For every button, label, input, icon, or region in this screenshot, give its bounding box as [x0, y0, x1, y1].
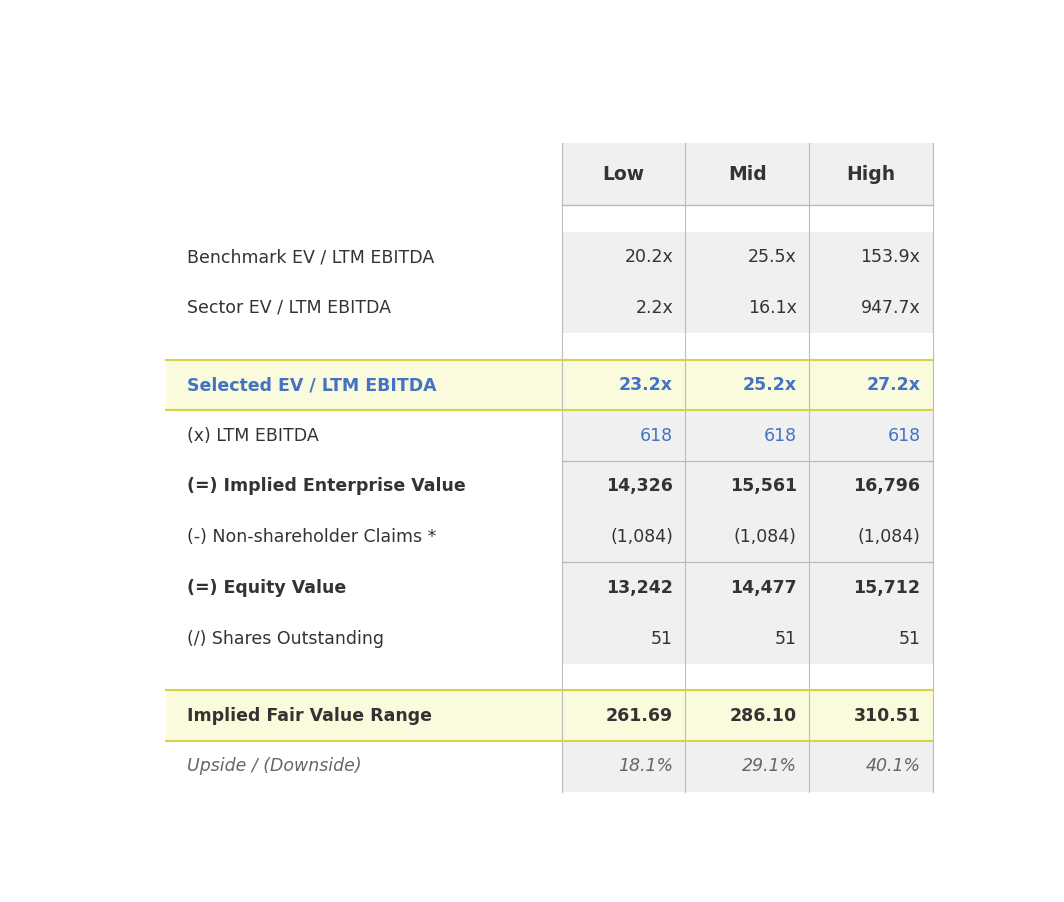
Bar: [166, 613, 562, 664]
Text: 25.5x: 25.5x: [748, 248, 797, 266]
Text: 261.69: 261.69: [606, 706, 674, 724]
Text: 29.1%: 29.1%: [742, 758, 797, 776]
Text: 618: 618: [764, 427, 797, 445]
Text: 14,326: 14,326: [606, 477, 674, 495]
Text: 14,477: 14,477: [730, 579, 797, 597]
Bar: [809, 563, 933, 613]
Text: 2.2x: 2.2x: [635, 299, 674, 317]
Text: (=) Implied Enterprise Value: (=) Implied Enterprise Value: [186, 477, 465, 495]
Bar: [562, 282, 685, 333]
Text: 16.1x: 16.1x: [748, 299, 797, 317]
Bar: [562, 613, 685, 664]
Text: 27.2x: 27.2x: [866, 376, 920, 394]
Bar: [166, 563, 562, 613]
Text: (=) Equity Value: (=) Equity Value: [186, 579, 346, 597]
Bar: [562, 461, 685, 511]
Bar: [166, 282, 562, 333]
Text: 18.1%: 18.1%: [618, 758, 674, 776]
Bar: [562, 232, 685, 282]
Bar: [166, 461, 562, 511]
Text: 20.2x: 20.2x: [625, 248, 674, 266]
Text: 286.10: 286.10: [730, 706, 797, 724]
Text: (-) Non-shareholder Claims *: (-) Non-shareholder Claims *: [186, 528, 436, 546]
Bar: [809, 741, 933, 792]
Text: 25.2x: 25.2x: [743, 376, 797, 394]
Text: Selected EV / LTM EBITDA: Selected EV / LTM EBITDA: [186, 376, 436, 394]
Text: High: High: [847, 165, 896, 184]
Text: 153.9x: 153.9x: [861, 248, 920, 266]
Text: Sector EV / LTM EBITDA: Sector EV / LTM EBITDA: [186, 299, 390, 317]
Bar: [166, 511, 562, 563]
Text: 947.7x: 947.7x: [861, 299, 920, 317]
Bar: [685, 741, 809, 792]
Text: (1,084): (1,084): [611, 528, 674, 546]
Bar: [809, 282, 933, 333]
Text: 51: 51: [651, 630, 674, 648]
Text: 618: 618: [639, 427, 674, 445]
Bar: [809, 143, 933, 206]
Bar: [685, 410, 809, 461]
Bar: [166, 360, 933, 410]
Text: Implied Fair Value Range: Implied Fair Value Range: [186, 706, 432, 724]
Text: 51: 51: [898, 630, 920, 648]
Bar: [562, 511, 685, 563]
Bar: [809, 232, 933, 282]
Bar: [166, 333, 933, 360]
Text: 16,796: 16,796: [853, 477, 920, 495]
Bar: [685, 511, 809, 563]
Text: (1,084): (1,084): [734, 528, 797, 546]
Bar: [685, 232, 809, 282]
Text: 310.51: 310.51: [853, 706, 920, 724]
Bar: [166, 690, 933, 741]
Text: (1,084): (1,084): [858, 528, 920, 546]
Bar: [166, 741, 562, 792]
Text: Low: Low: [602, 165, 645, 184]
Text: Upside / (Downside): Upside / (Downside): [186, 758, 361, 776]
Bar: [166, 206, 933, 232]
Text: 13,242: 13,242: [606, 579, 674, 597]
Text: (x) LTM EBITDA: (x) LTM EBITDA: [186, 427, 318, 445]
Bar: [809, 511, 933, 563]
Bar: [562, 563, 685, 613]
Bar: [809, 613, 933, 664]
Bar: [166, 232, 562, 282]
Text: 23.2x: 23.2x: [619, 376, 674, 394]
Bar: [809, 410, 933, 461]
Bar: [562, 143, 685, 206]
Bar: [685, 461, 809, 511]
Text: 15,561: 15,561: [730, 477, 797, 495]
Bar: [562, 410, 685, 461]
Text: (/) Shares Outstanding: (/) Shares Outstanding: [186, 630, 384, 648]
Bar: [562, 741, 685, 792]
Bar: [166, 664, 933, 690]
Text: Benchmark EV / LTM EBITDA: Benchmark EV / LTM EBITDA: [186, 248, 434, 266]
Bar: [685, 613, 809, 664]
Bar: [685, 143, 809, 206]
Bar: [166, 410, 562, 461]
Text: 40.1%: 40.1%: [865, 758, 920, 776]
Bar: [809, 461, 933, 511]
Bar: [685, 563, 809, 613]
Text: 15,712: 15,712: [853, 579, 920, 597]
Bar: [685, 282, 809, 333]
Text: 51: 51: [775, 630, 797, 648]
Text: Mid: Mid: [728, 165, 767, 184]
Text: 618: 618: [887, 427, 920, 445]
Bar: [166, 143, 562, 206]
